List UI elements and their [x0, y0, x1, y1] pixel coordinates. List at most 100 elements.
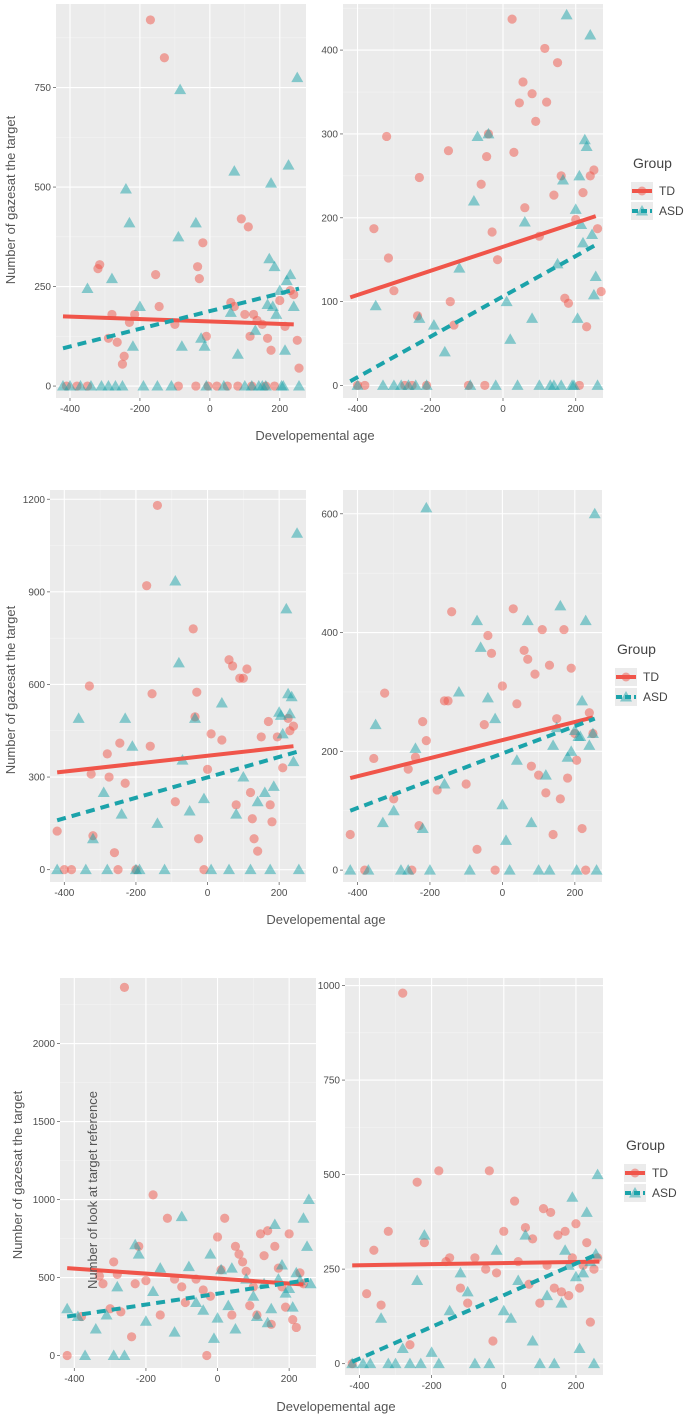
- chart-5-x-tick-label: -400: [64, 1374, 84, 1385]
- chart-6-asd-point: [461, 1285, 474, 1297]
- chart-5-asd-point: [275, 1259, 288, 1270]
- chart-2-asd-point: [369, 299, 382, 311]
- chart-6-td-point: [553, 1230, 563, 1240]
- chart-3-td-point: [288, 721, 299, 731]
- chart-5-asd-point: [301, 1240, 314, 1251]
- chart-3-asd-point: [101, 863, 114, 875]
- chart-3-td-point: [238, 673, 248, 683]
- chart-1-asd-point: [249, 324, 262, 335]
- chart-3-asd-point: [267, 780, 280, 791]
- chart-2-td-point: [552, 58, 563, 68]
- chart-1-td-point: [294, 363, 304, 373]
- chart-2-td-point: [383, 253, 394, 263]
- chart-3-asd-point: [169, 575, 182, 586]
- chart-4-td-fit-line: [349, 715, 594, 781]
- chart-5-y-tick-label: 0: [49, 1351, 55, 1362]
- chart-5-y-tick-label: 1500: [33, 1117, 56, 1128]
- legend-label-asd: ASD: [659, 204, 684, 218]
- chart-3-td-point: [102, 749, 112, 759]
- chart-1-td-point: [151, 270, 161, 280]
- chart-2-asd-point: [518, 215, 531, 227]
- chart-1-asd-point: [228, 165, 241, 176]
- chart-5-td-point: [155, 1310, 165, 1320]
- chart-4-asd-point: [376, 816, 389, 828]
- chart-2-td-point: [507, 14, 517, 24]
- chart-4-asd-fit-line: [349, 716, 596, 813]
- chart-4-td-point: [552, 714, 562, 724]
- chart-6-td-point: [546, 1207, 556, 1218]
- chart-3-td-point: [145, 741, 155, 751]
- legend-title: Group: [626, 1137, 665, 1153]
- x-axis-title: Developemental age: [276, 1399, 395, 1414]
- chart-6-asd-point: [364, 1357, 377, 1369]
- chart-4-td-point: [345, 829, 355, 840]
- chart-5-td-point: [202, 1350, 212, 1361]
- chart-2-asd-point: [467, 195, 480, 206]
- chart-6-td-point: [560, 1226, 570, 1236]
- chart-5-td-point: [255, 1229, 266, 1239]
- chart-2-td-point: [589, 165, 599, 175]
- chart-3-td-point: [228, 661, 238, 671]
- chart-1-asd-point: [224, 306, 237, 317]
- chart-5-asd-point: [265, 1302, 278, 1314]
- chart-5-td-point: [245, 1301, 255, 1311]
- chart-5-asd-point: [229, 1323, 242, 1334]
- chart-1-td-point: [145, 15, 156, 25]
- chart-2-td-point: [509, 147, 519, 157]
- chart-1-asd-point: [270, 308, 283, 319]
- chart-6-asd-point: [375, 1312, 388, 1323]
- chart-6-td-point: [419, 1238, 429, 1248]
- chart-5-y-tick-label: 500: [38, 1273, 55, 1284]
- chart-1-asd-point: [126, 340, 139, 351]
- chart-6-asd-point: [519, 1229, 532, 1240]
- chart-2-td-point: [596, 286, 606, 297]
- chart-4-td-point: [497, 681, 507, 691]
- chart-4-asd-point: [532, 864, 545, 875]
- chart-6-asd-point: [573, 1342, 586, 1354]
- chart-1-td-point: [289, 289, 299, 300]
- chart-3-x-tick-label: 0: [205, 888, 211, 899]
- chart-2-td-point: [369, 224, 379, 234]
- chart-3-td-point: [256, 732, 266, 742]
- chart-1-td-point: [130, 309, 140, 320]
- chart-6-asd-point: [490, 1244, 503, 1255]
- chart-6-asd-point: [577, 1266, 590, 1278]
- legend-label-td: TD: [652, 1166, 668, 1180]
- chart-1-y-tick-label: 500: [34, 183, 51, 194]
- chart-5-td-point: [227, 1310, 237, 1320]
- chart-3-asd-point: [205, 863, 218, 875]
- chart-1-asd-point: [84, 380, 97, 391]
- chart-5-td-point: [148, 1190, 158, 1200]
- chart-3-asd-point: [276, 727, 289, 739]
- chart-1-y-tick-label: 750: [34, 83, 51, 94]
- chart-1-td-point: [95, 260, 105, 270]
- chart-6-asd-point: [580, 1206, 593, 1217]
- chart-6-asd-point: [587, 1357, 600, 1369]
- chart-6-td-point: [463, 1298, 473, 1308]
- chart-5-asd-point: [154, 1262, 167, 1273]
- chart-3-asd-point: [183, 805, 196, 816]
- chart-2-td-point: [531, 116, 541, 126]
- chart-1-asd-point: [198, 340, 211, 351]
- chart-3-td-point: [142, 581, 152, 591]
- chart-5-asd-point: [111, 1280, 124, 1292]
- legend-label-asd: ASD: [652, 1186, 677, 1200]
- chart-4-asd-point: [362, 864, 375, 875]
- chart-1-asd-point: [195, 332, 208, 343]
- chart-4-x-tick-label: 200: [566, 888, 583, 899]
- chart-3-asd-point: [97, 786, 110, 797]
- chart-5-asd-point: [118, 1349, 131, 1361]
- chart-2-y-tick-label: 300: [321, 129, 338, 140]
- chart-4-td-point: [403, 764, 413, 774]
- chart-6-asd-point: [411, 1274, 424, 1285]
- chart-2-y-tick-label: 100: [321, 297, 338, 308]
- chart-6-td-point: [556, 1287, 567, 1297]
- chart-1-asd-point: [74, 380, 87, 391]
- chart-4-td-point: [544, 660, 555, 670]
- chart-3-y-tick-label: 1200: [23, 495, 46, 506]
- chart-6-y-tick-label: 0: [334, 1359, 340, 1370]
- chart-5-td-point: [234, 1249, 244, 1259]
- chart-4: -400 -200 0 200 0 200 400 600: [321, 490, 603, 899]
- chart-2-td-point: [520, 203, 530, 213]
